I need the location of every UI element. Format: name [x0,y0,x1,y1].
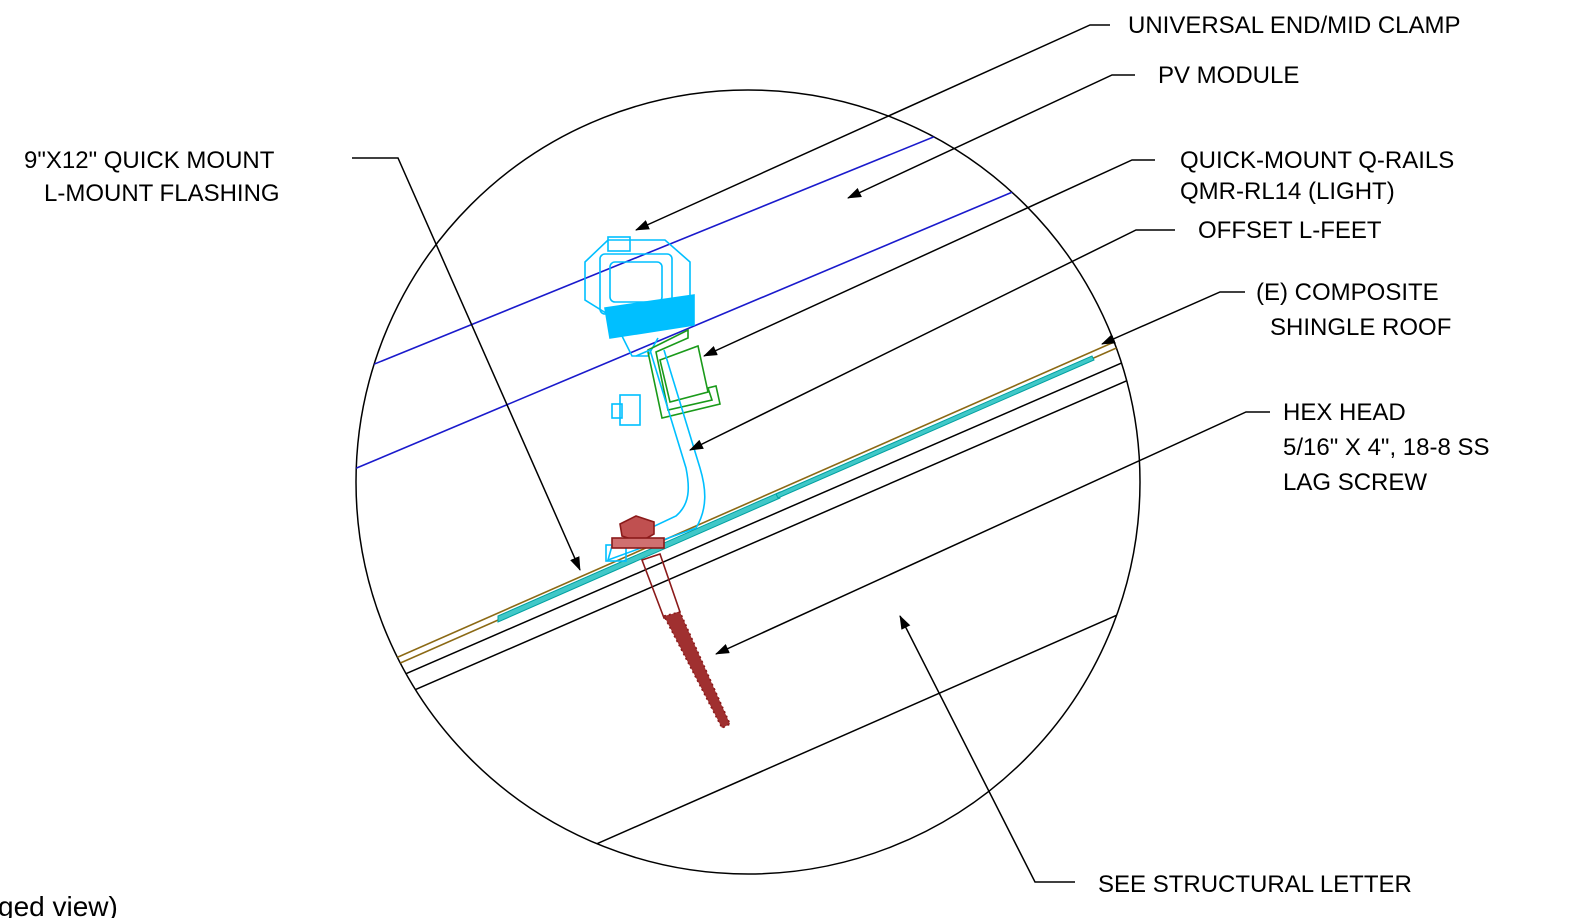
label-rails-line1: QUICK-MOUNT Q-RAILS [1180,147,1454,174]
roof-deck-bottom [379,374,1140,706]
rafter-bottom [559,604,1140,861]
label-lag-line3: LAG SCREW [1283,469,1427,496]
label-structural: SEE STRUCTURAL LETTER [1098,871,1412,898]
section-content [356,90,1140,861]
pv-module-top-edge [356,90,1140,379]
detail-circle [355,89,1141,875]
q-rail [647,328,721,419]
flashing-upper [775,355,1095,499]
label-clamp: UNIVERSAL END/MID CLAMP [1128,12,1461,39]
caption-partial: ged view) [0,891,118,918]
pv-module-bottom-edge [356,129,1140,476]
leader-pv-module [847,74,1135,199]
leader-roof [1101,291,1245,345]
end-mid-clamp [584,236,695,357]
leader-lag [715,411,1270,655]
roof-deck-top [379,354,1140,686]
leader-flashing [352,157,581,571]
label-lag-line2: 5/16" X 4", 18-8 SS [1283,434,1490,461]
label-pv-module: PV MODULE [1158,62,1299,89]
flashing [497,491,781,623]
label-lag-line1: HEX HEAD [1283,399,1406,426]
lag-screw [611,515,732,730]
leader-clamp [635,24,1110,231]
label-roof-line2: SHINGLE ROOF [1270,314,1451,341]
label-flashing-line2: L-MOUNT FLASHING [44,180,280,207]
shingle-top [379,334,1131,666]
offset-l-foot [605,348,706,562]
label-flashing-line1: 9"X12" QUICK MOUNT [24,147,275,174]
leader-lfeet [689,229,1175,451]
leader-rails [703,159,1155,357]
label-roof-line1: (E) COMPOSITE [1256,279,1439,306]
clamp-bolt-head [607,236,631,252]
leader-structural [899,615,1075,883]
label-rails-line2: QMR-RL14 (LIGHT) [1180,178,1395,205]
label-lfeet: OFFSET L-FEET [1198,217,1382,244]
